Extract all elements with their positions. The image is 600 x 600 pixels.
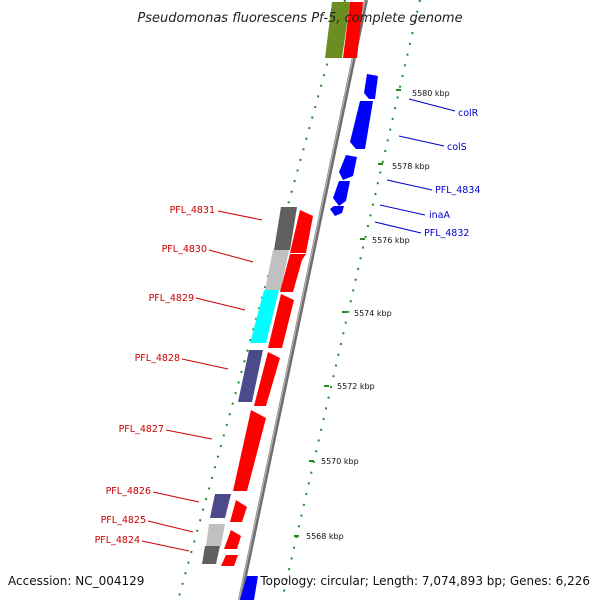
- olive-feature: [325, 2, 350, 58]
- gene-label-pfl-4828[interactable]: PFL_4828: [135, 353, 180, 364]
- leader-line: [379, 204, 426, 216]
- scale-tick-label: 5574 kbp: [354, 309, 392, 318]
- cds-blue-inaa: [333, 181, 350, 206]
- scale-ticks: 5568 kbp 5570 kbp 5572 kbp 5574 kbp 5576…: [294, 89, 450, 541]
- leader-line: [141, 540, 190, 552]
- scale-tick-label: 5580 kbp: [412, 89, 450, 98]
- cds-red-4829: [268, 294, 294, 348]
- cds-blue-4832: [330, 206, 344, 216]
- feature-slate-4826: [210, 494, 231, 518]
- gene-label-inaa[interactable]: inaA: [429, 210, 450, 221]
- leader-line: [408, 98, 456, 112]
- cds-red-4831: [290, 210, 313, 253]
- cds-red-4824: [221, 555, 238, 566]
- cds-red-4825: [224, 530, 241, 549]
- cds-red-4830: [280, 254, 306, 292]
- gene-label-pfl-4824[interactable]: PFL_4824: [95, 535, 140, 546]
- cds-blue-colr: [364, 74, 378, 99]
- gene-label-pfl-4834[interactable]: PFL_4834: [435, 185, 480, 196]
- scale-tick-label: 5570 kbp: [321, 457, 359, 466]
- leader-line: [147, 520, 194, 533]
- gene-label-pfl-4830[interactable]: PFL_4830: [162, 244, 207, 255]
- leader-line: [181, 358, 229, 370]
- gene-label-pfl-4831[interactable]: PFL_4831: [170, 205, 215, 216]
- leader-line: [386, 179, 433, 191]
- cds-blue-4834: [339, 155, 357, 180]
- scale-tick-label: 5568 kbp: [306, 532, 344, 541]
- feature-dark-gray-4831: [274, 207, 297, 250]
- topology-text: Topology: circular; Length: 7,074,893 bp…: [259, 574, 590, 588]
- gene-label-colr[interactable]: colR: [458, 108, 479, 119]
- leader-line: [165, 429, 213, 440]
- scale-tick-label: 5578 kbp: [392, 162, 430, 171]
- cds-blue-bottom: [240, 576, 258, 600]
- feature-cyan-4829: [250, 290, 279, 343]
- gene-label-pfl-4829[interactable]: PFL_4829: [149, 293, 194, 304]
- leader-line: [195, 297, 246, 311]
- leader-line: [398, 135, 445, 147]
- leader-line: [374, 221, 422, 234]
- cds-red-4826: [230, 500, 247, 522]
- leader-line: [152, 491, 200, 503]
- scale-tick-label: 5576 kbp: [372, 236, 410, 245]
- feature-light-gray-4830: [265, 250, 289, 290]
- leader-line: [208, 249, 254, 263]
- right-gene-labels: colR colS PFL_4834 inaA PFL_4832: [374, 98, 480, 239]
- feature-dark-gray-4824: [202, 546, 220, 564]
- gene-label-pfl-4827[interactable]: PFL_4827: [119, 424, 164, 435]
- cds-blue-cols: [350, 101, 373, 149]
- gene-label-pfl-4825[interactable]: PFL_4825: [101, 515, 146, 526]
- cds-red-4828: [254, 352, 280, 406]
- cds-red-4827: [233, 410, 266, 491]
- leader-line: [217, 210, 263, 221]
- backbone-highlight: [238, 0, 366, 600]
- map-title: Pseudomonas fluorescens Pf-5, complete g…: [137, 11, 462, 26]
- gene-label-cols[interactable]: colS: [447, 142, 467, 153]
- backbone-line: [238, 0, 368, 600]
- gene-label-pfl-4832[interactable]: PFL_4832: [424, 228, 469, 239]
- gene-label-pfl-4826[interactable]: PFL_4826: [106, 486, 151, 497]
- left-gene-labels: PFL_4831 PFL_4830 PFL_4829 PFL_4828 PFL_…: [95, 205, 263, 552]
- scale-tick-label: 5572 kbp: [337, 382, 375, 391]
- feature-light-gray-4825: [206, 524, 225, 546]
- feature-slate-4828: [238, 350, 263, 402]
- cds-red-top: [343, 2, 363, 58]
- accession-text: Accession: NC_004129: [8, 574, 144, 588]
